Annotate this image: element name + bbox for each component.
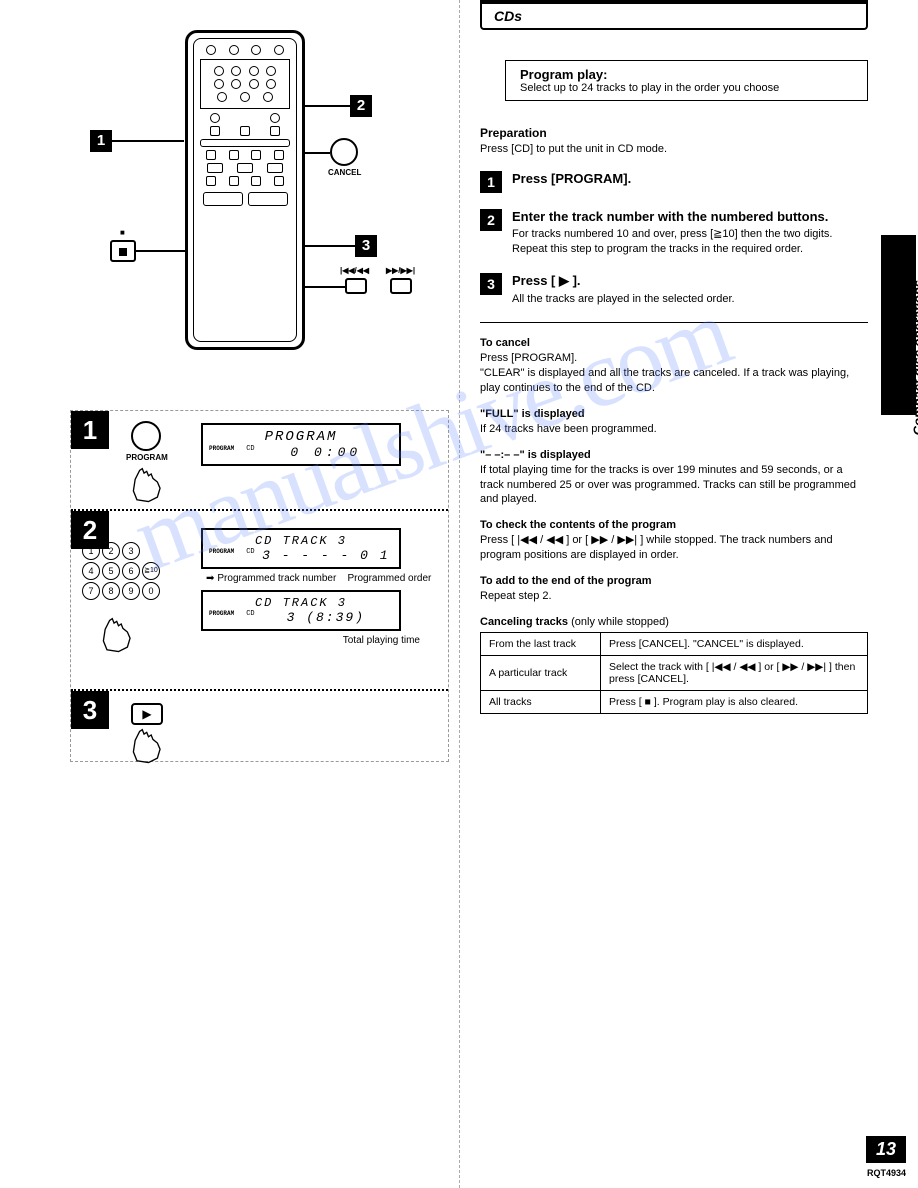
add-heading: To add to the end of the program <box>480 575 868 587</box>
add-text: Repeat step 2. <box>480 589 868 604</box>
steps-illustration: 1 PROGRAM PROGRAM PROGRAMCD0 0:00 2 123 … <box>70 410 449 762</box>
check-heading: To check the contents of the program <box>480 519 868 531</box>
remote-outline <box>185 30 305 350</box>
hand-icon <box>126 727 171 767</box>
caption-programmed: Programmed track number Programmed order <box>206 573 440 584</box>
step-3: 3 Press [ ▶ ]. All the tracks are played… <box>480 273 868 307</box>
to-cancel-text: Press [PROGRAM]. "CLEAR" is displayed an… <box>480 351 868 396</box>
callout-1: 1 <box>90 130 112 152</box>
left-column: 1 2 3 CANCEL ■ |◀◀/◀◀ ▶▶/▶▶| 1 <box>0 0 460 1188</box>
lcd-display-1: PROGRAM PROGRAMCD0 0:00 <box>201 423 401 466</box>
step-1: 1 Press [PROGRAM]. <box>480 171 868 193</box>
check-text: Press [ |◀◀ / ◀◀ ] or [ ▶▶ / ▶▶| ] while… <box>480 533 868 563</box>
cancel-tracks-heading: Canceling tracks (only while stopped) <box>480 616 868 628</box>
remote-diagram: 1 2 3 CANCEL ■ |◀◀/◀◀ ▶▶/▶▶| <box>70 20 449 360</box>
preparation-text: Press [CD] to put the unit in CD mode. <box>480 142 868 157</box>
program-button-icon <box>131 421 161 451</box>
table-row: All tracksPress [ ■ ]. Program play is a… <box>481 690 868 713</box>
preparation-heading: Preparation <box>480 126 868 140</box>
step-num-3: 3 <box>71 691 109 729</box>
cancel-button-callout <box>330 138 358 166</box>
callout-3: 3 <box>355 235 377 257</box>
cancel-tracks-table: From the last trackPress [CANCEL]. "CANC… <box>480 632 868 714</box>
table-row: From the last trackPress [CANCEL]. "CANC… <box>481 632 868 655</box>
lcd-display-2b: CD TRACK 3 PROGRAMCD3 (8:39) <box>201 590 401 631</box>
full-text: If 24 tracks have been programmed. <box>480 422 868 437</box>
lcd-display-2a: CD TRACK 3 PROGRAMCD3 - - - - 0 1 <box>201 528 401 569</box>
right-column: CDs Program play: Select up to 24 tracks… <box>460 0 878 1188</box>
to-cancel-heading: To cancel <box>480 337 868 349</box>
step-panel-1: 1 PROGRAM PROGRAM PROGRAMCD0 0:00 <box>71 411 448 511</box>
program-button-label: PROGRAM <box>126 453 168 462</box>
step-panel-2: 2 123 456≧10 7890 CD TRACK 3 PROGRAMCD3 … <box>71 511 448 691</box>
table-row: A particular trackSelect the track with … <box>481 655 868 690</box>
step-panel-3: 3 ▶ <box>71 691 448 761</box>
caption-total-time: Total playing time <box>206 635 420 646</box>
hand-icon <box>126 466 171 506</box>
number-keypad: 123 456≧10 7890 <box>81 541 161 601</box>
section-header: CDs <box>480 0 868 30</box>
skip-fwd-callout <box>390 278 412 294</box>
program-play-box: Program play: Select up to 24 tracks to … <box>505 60 868 101</box>
page-number: 13 <box>866 1136 906 1163</box>
dashes-text: If total playing time for the tracks is … <box>480 463 868 508</box>
step-2: 2 Enter the track number with the number… <box>480 209 868 257</box>
side-label: Compact disc operations <box>910 280 918 435</box>
full-heading: "FULL" is displayed <box>480 408 868 420</box>
hand-icon <box>96 616 141 656</box>
cancel-label: CANCEL <box>328 168 361 177</box>
manual-code: RQT4934 <box>867 1168 906 1178</box>
step-num-1: 1 <box>71 411 109 449</box>
stop-button-callout <box>110 240 136 262</box>
callout-2: 2 <box>350 95 372 117</box>
play-button-icon: ▶ <box>131 703 163 725</box>
skip-back-callout <box>345 278 367 294</box>
dashes-heading: "– –:– –" is displayed <box>480 449 868 461</box>
